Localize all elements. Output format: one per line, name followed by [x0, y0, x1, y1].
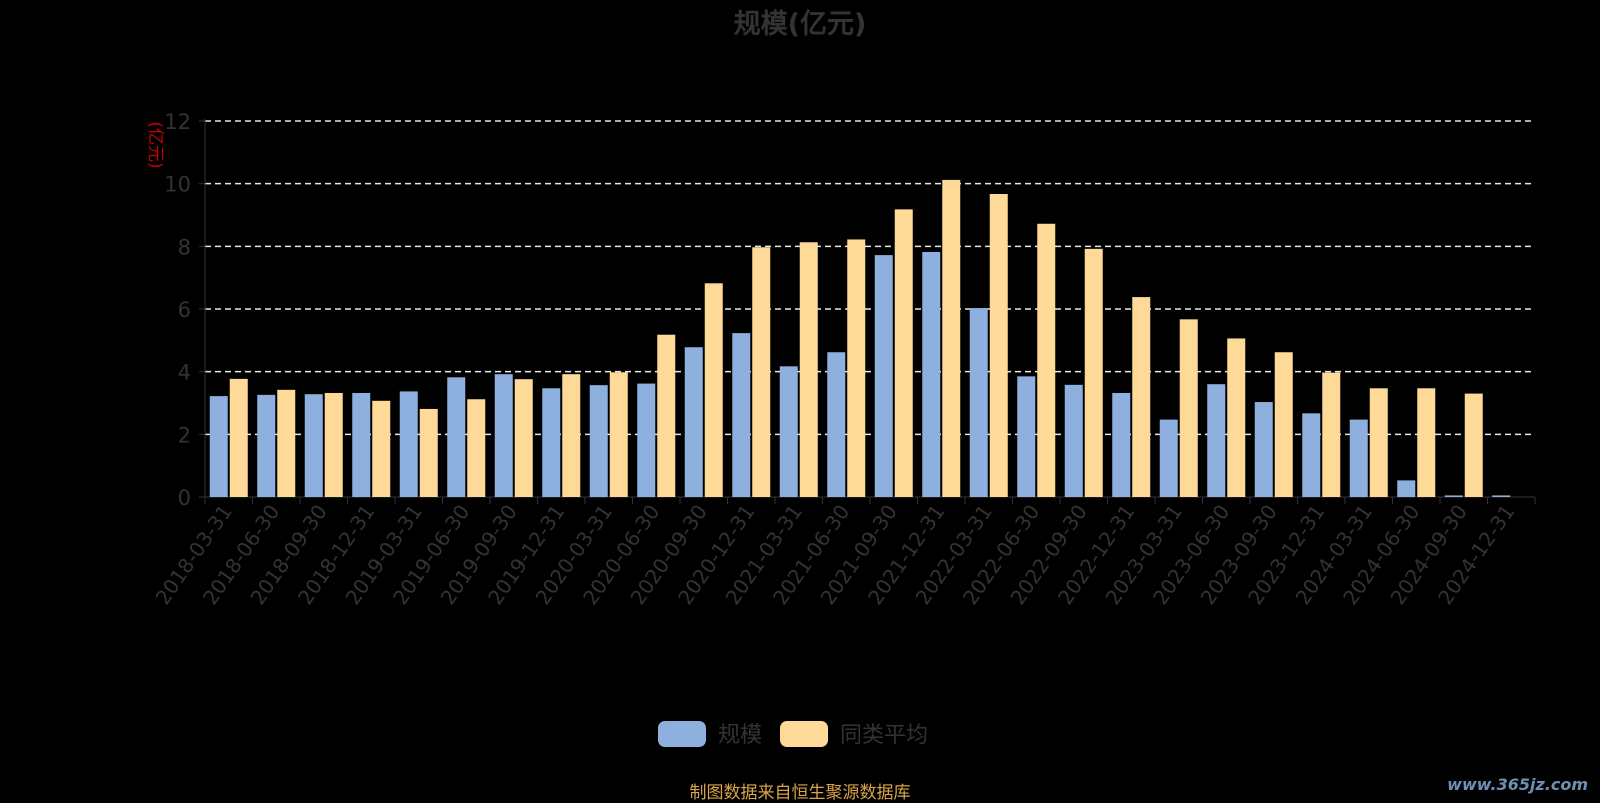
bar-peer-average — [1227, 338, 1246, 497]
bar-peer-average — [1369, 388, 1388, 497]
bar-scale — [1159, 419, 1178, 497]
y-tick-label: 10 — [164, 173, 191, 197]
bar-scale — [1207, 384, 1226, 497]
bar-scale — [589, 385, 608, 497]
legend-swatch[interactable] — [658, 721, 706, 747]
bar-peer-average — [1084, 248, 1103, 497]
bar-scale — [1444, 495, 1463, 497]
bar-peer-average — [704, 283, 723, 497]
bar-scale — [447, 377, 466, 497]
y-tick-label: 8 — [178, 235, 191, 259]
bar-peer-average — [799, 242, 818, 497]
y-tick-label: 0 — [178, 486, 191, 510]
bar-scale — [494, 374, 513, 497]
y-tick-label: 4 — [178, 361, 191, 385]
bar-scale — [732, 333, 751, 497]
bar-peer-average — [1179, 319, 1198, 497]
bar-peer-average — [1464, 393, 1483, 497]
bar-scale — [1254, 402, 1273, 497]
bar-scale — [827, 352, 846, 497]
bar-scale — [969, 308, 988, 497]
bar-scale — [1492, 495, 1511, 497]
bar-peer-average — [1037, 223, 1056, 498]
bar-peer-average — [562, 374, 581, 497]
bar-peer-average — [657, 334, 676, 497]
x-axis-labels: 2018-03-312018-06-302018-09-302018-12-31… — [151, 500, 1520, 609]
legend-label[interactable]: 同类平均 — [840, 723, 928, 748]
legend: 规模 同类平均 — [658, 721, 928, 748]
bar-peer-average — [942, 179, 961, 497]
bar-peer-average — [277, 389, 296, 497]
bar-scale — [637, 383, 656, 497]
bar-peer-average — [752, 247, 771, 497]
legend-swatch[interactable] — [780, 721, 829, 747]
bar-scale — [922, 251, 941, 497]
bar-peer-average — [467, 399, 486, 497]
bar-peer-average — [1417, 388, 1436, 497]
bar-scale — [874, 255, 893, 497]
legend-label[interactable]: 规模 — [718, 723, 762, 748]
bar-scale — [1302, 413, 1321, 497]
watermark: www.365jz.com — [1447, 775, 1588, 794]
bar-peer-average — [324, 392, 343, 497]
bars — [209, 179, 1511, 498]
bar-peer-average — [372, 400, 391, 497]
y-tick-label: 6 — [178, 298, 191, 322]
bar-scale — [352, 392, 371, 497]
bar-peer-average — [514, 379, 533, 497]
bar-peer-average — [609, 372, 628, 497]
bar-scale — [542, 388, 561, 497]
bar-scale — [399, 391, 418, 497]
chart-title: 规模(亿元) — [733, 9, 867, 40]
bar-peer-average — [1132, 297, 1151, 497]
bar-scale — [684, 347, 703, 497]
bar-scale — [1397, 480, 1416, 497]
bar-scale — [1064, 384, 1083, 497]
y-tick-label: 2 — [178, 423, 191, 447]
bar-scale — [779, 366, 798, 497]
bar-peer-average — [1274, 352, 1293, 497]
bar-peer-average — [229, 378, 248, 497]
bar-scale — [304, 394, 323, 497]
bar-scale — [257, 394, 276, 497]
bar-peer-average — [989, 194, 1008, 498]
source-note: 制图数据来自恒生聚源数据库 — [689, 783, 911, 803]
bar-peer-average — [894, 209, 913, 498]
y-axis-unit-label: (亿元) — [145, 121, 165, 168]
bar-peer-average — [847, 239, 866, 497]
bar-scale — [1349, 419, 1368, 497]
bar-scale — [1017, 376, 1036, 497]
bar-scale — [1112, 392, 1131, 497]
bar-scale — [209, 396, 228, 497]
y-tick-label: 12 — [164, 110, 191, 134]
bar-peer-average — [419, 408, 438, 497]
bar-peer-average — [1322, 372, 1341, 497]
